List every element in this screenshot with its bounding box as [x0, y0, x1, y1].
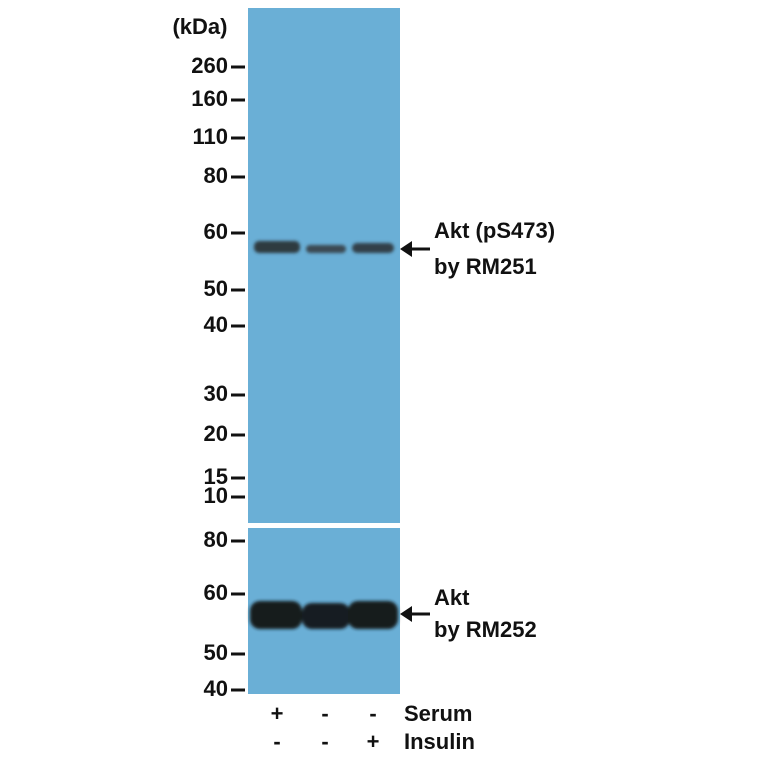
- marker-label: 50: [204, 640, 228, 665]
- marker-label: 15: [204, 464, 228, 489]
- marker-label: 40: [204, 312, 228, 337]
- marker-label: 80: [204, 527, 228, 552]
- marker-label: 10: [204, 483, 228, 508]
- band-label: Akt: [434, 585, 470, 610]
- marker-label: 40: [204, 676, 228, 701]
- band: [348, 601, 398, 629]
- band-label: Akt (pS473): [434, 218, 555, 243]
- band: [302, 603, 350, 629]
- marker-label: 80: [204, 163, 228, 188]
- bands: [250, 241, 398, 629]
- marker-label: 60: [204, 219, 228, 244]
- condition-label: Serum: [404, 701, 472, 726]
- arrow-head: [400, 241, 412, 257]
- lane-sign: +: [367, 729, 380, 754]
- condition-label: Insulin: [404, 729, 475, 754]
- lane-sign: +: [271, 701, 284, 726]
- marker-label: 50: [204, 276, 228, 301]
- band: [306, 245, 346, 253]
- marker-label: 160: [191, 86, 228, 111]
- marker-label: 20: [204, 421, 228, 446]
- lane-sign: -: [369, 701, 376, 726]
- unit-label: (kDa): [172, 14, 227, 39]
- band: [250, 601, 302, 629]
- marker-label: 260: [191, 53, 228, 78]
- band-label: by RM251: [434, 254, 537, 279]
- marker-label: 30: [204, 381, 228, 406]
- top-membrane: [248, 8, 400, 523]
- marker-label: 110: [193, 124, 229, 149]
- lane-sign: -: [321, 729, 328, 754]
- band-label: by RM252: [434, 617, 537, 642]
- band: [254, 241, 300, 253]
- lane-sign: -: [273, 729, 280, 754]
- arrow-head: [400, 606, 412, 622]
- lane-sign: -: [321, 701, 328, 726]
- arrows: [400, 241, 430, 622]
- band: [352, 243, 394, 253]
- marker-label: 60: [204, 580, 228, 605]
